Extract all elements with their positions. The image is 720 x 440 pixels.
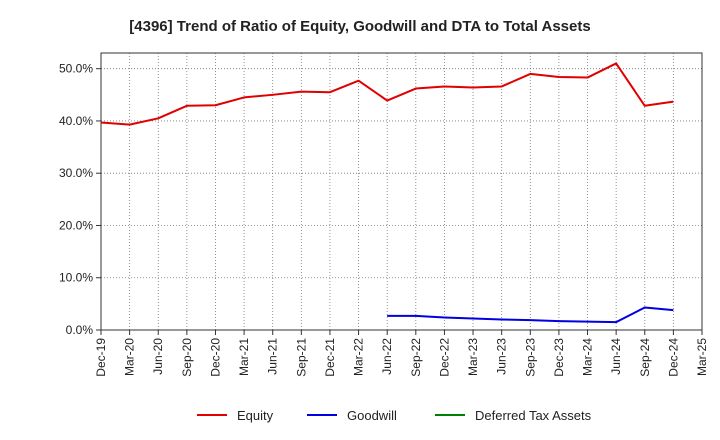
x-tick-label: Sep-21 <box>294 338 308 377</box>
series-line-goodwill <box>387 306 674 324</box>
x-tick-label: Dec-23 <box>552 338 566 377</box>
plot-frame <box>100 52 703 331</box>
y-tick-label: 20.0% <box>59 218 93 232</box>
x-tick-label: Sep-22 <box>409 338 423 377</box>
x-tick-label: Jun-20 <box>151 338 165 375</box>
y-tick-label: 50.0% <box>59 62 93 76</box>
x-tick-label: Mar-25 <box>695 338 709 376</box>
x-tick-label: Dec-20 <box>208 338 222 377</box>
series-line-equity <box>100 62 674 126</box>
y-tick-label: 40.0% <box>59 114 93 128</box>
legend-label: Equity <box>237 408 274 423</box>
legend-item-equity: Equity <box>197 408 274 423</box>
legend-label: Goodwill <box>347 408 397 423</box>
chart-title: [4396] Trend of Ratio of Equity, Goodwil… <box>129 18 590 35</box>
legend-label: Deferred Tax Assets <box>475 408 592 423</box>
x-tick-label: Dec-22 <box>437 338 451 377</box>
x-tick-label: Mar-22 <box>352 338 366 376</box>
plot-background <box>101 53 702 330</box>
x-tick-label: Sep-24 <box>638 338 652 377</box>
x-tick-label: Jun-23 <box>495 338 509 375</box>
x-tick-label: Sep-23 <box>523 338 537 377</box>
x-tick-label: Dec-19 <box>94 338 108 377</box>
x-tick-label: Mar-24 <box>581 338 595 376</box>
x-tick-label: Sep-20 <box>180 338 194 377</box>
x-tick-label: Mar-20 <box>123 338 137 376</box>
x-tick-label: Dec-21 <box>323 338 337 377</box>
x-tick-label: Jun-21 <box>266 338 280 375</box>
x-tick-label: Jun-24 <box>609 338 623 375</box>
y-tick-label: 0.0% <box>66 323 94 337</box>
x-tick-label: Mar-21 <box>237 338 251 376</box>
legend-item-deferred-tax-assets: Deferred Tax Assets <box>435 408 592 423</box>
x-tick-label: Mar-23 <box>466 338 480 376</box>
legend-item-goodwill: Goodwill <box>307 408 397 423</box>
y-tick-label: 10.0% <box>59 271 93 285</box>
y-tick-label: 30.0% <box>59 166 93 180</box>
x-tick-label: Dec-24 <box>666 338 680 377</box>
legend: Equity Goodwill Deferred Tax Assets <box>197 408 592 423</box>
plot-area: 0.0% 10.0% 20.0% 30.0% 40.0% 50.0% Dec-19 Mar-2… <box>59 52 709 377</box>
x-tick-label: Jun-22 <box>380 338 394 375</box>
